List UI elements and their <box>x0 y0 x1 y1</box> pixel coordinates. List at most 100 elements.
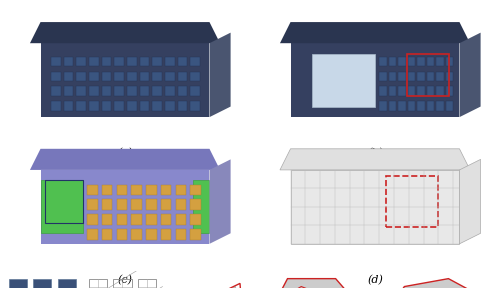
Polygon shape <box>176 214 186 225</box>
Polygon shape <box>446 72 453 81</box>
Polygon shape <box>446 57 453 67</box>
Text: (a): (a) <box>118 148 132 159</box>
Polygon shape <box>116 214 127 225</box>
Polygon shape <box>267 279 363 288</box>
Polygon shape <box>30 22 220 43</box>
Polygon shape <box>140 86 149 96</box>
Polygon shape <box>114 86 124 96</box>
Polygon shape <box>417 101 424 111</box>
Polygon shape <box>446 101 453 111</box>
Polygon shape <box>176 200 186 210</box>
Polygon shape <box>102 72 112 81</box>
Polygon shape <box>152 86 162 96</box>
Polygon shape <box>89 101 99 111</box>
Polygon shape <box>408 72 415 81</box>
Polygon shape <box>152 57 162 67</box>
Polygon shape <box>379 57 386 67</box>
Polygon shape <box>127 101 136 111</box>
Polygon shape <box>30 149 220 170</box>
Polygon shape <box>382 279 485 288</box>
Polygon shape <box>89 57 99 67</box>
Polygon shape <box>388 72 396 81</box>
Polygon shape <box>87 200 98 210</box>
Polygon shape <box>176 229 186 240</box>
Polygon shape <box>161 229 172 240</box>
Polygon shape <box>379 72 386 81</box>
Polygon shape <box>146 185 156 195</box>
Polygon shape <box>408 101 415 111</box>
Polygon shape <box>58 279 76 288</box>
Polygon shape <box>89 86 99 96</box>
Polygon shape <box>379 101 386 111</box>
Polygon shape <box>165 72 174 81</box>
Polygon shape <box>417 86 424 96</box>
Polygon shape <box>102 86 112 96</box>
Polygon shape <box>140 101 149 111</box>
Polygon shape <box>132 229 142 240</box>
Polygon shape <box>190 229 201 240</box>
Polygon shape <box>398 57 406 67</box>
Polygon shape <box>132 185 142 195</box>
Polygon shape <box>34 279 52 288</box>
Text: (c): (c) <box>118 275 132 285</box>
Polygon shape <box>102 101 112 111</box>
Polygon shape <box>436 72 444 81</box>
Polygon shape <box>446 86 453 96</box>
Polygon shape <box>76 86 86 96</box>
Polygon shape <box>460 33 480 117</box>
Polygon shape <box>210 33 231 117</box>
Polygon shape <box>102 57 112 67</box>
Polygon shape <box>436 86 444 96</box>
Polygon shape <box>40 43 209 117</box>
Polygon shape <box>280 149 470 170</box>
Polygon shape <box>165 86 174 96</box>
Polygon shape <box>388 101 396 111</box>
Polygon shape <box>40 181 83 233</box>
Polygon shape <box>51 72 60 81</box>
Polygon shape <box>127 86 136 96</box>
Polygon shape <box>165 101 174 111</box>
Polygon shape <box>165 57 174 67</box>
Polygon shape <box>127 57 136 67</box>
Polygon shape <box>132 200 142 210</box>
Polygon shape <box>398 72 406 81</box>
Polygon shape <box>140 57 149 67</box>
Polygon shape <box>152 101 162 111</box>
Polygon shape <box>102 214 113 225</box>
Polygon shape <box>190 86 200 96</box>
Polygon shape <box>379 86 386 96</box>
Polygon shape <box>176 185 186 195</box>
Polygon shape <box>64 72 74 81</box>
Polygon shape <box>89 72 99 81</box>
Polygon shape <box>76 72 86 81</box>
Polygon shape <box>436 57 444 67</box>
Polygon shape <box>178 287 243 288</box>
Polygon shape <box>140 72 149 81</box>
Polygon shape <box>417 72 424 81</box>
Polygon shape <box>210 159 231 244</box>
Polygon shape <box>290 170 460 244</box>
Polygon shape <box>436 101 444 111</box>
Text: (d): (d) <box>367 275 383 285</box>
Polygon shape <box>398 101 406 111</box>
Polygon shape <box>426 57 434 67</box>
Polygon shape <box>190 214 201 225</box>
Polygon shape <box>178 86 188 96</box>
Polygon shape <box>161 185 172 195</box>
Polygon shape <box>190 57 200 67</box>
Polygon shape <box>116 185 127 195</box>
Polygon shape <box>64 57 74 67</box>
Polygon shape <box>192 181 210 233</box>
Polygon shape <box>87 229 98 240</box>
Polygon shape <box>312 54 375 107</box>
Polygon shape <box>426 86 434 96</box>
Polygon shape <box>114 101 124 111</box>
Polygon shape <box>76 57 86 67</box>
Text: (b): (b) <box>367 148 383 159</box>
Polygon shape <box>132 214 142 225</box>
Polygon shape <box>87 185 98 195</box>
Polygon shape <box>152 72 162 81</box>
Polygon shape <box>64 86 74 96</box>
Polygon shape <box>460 159 480 244</box>
Polygon shape <box>116 229 127 240</box>
